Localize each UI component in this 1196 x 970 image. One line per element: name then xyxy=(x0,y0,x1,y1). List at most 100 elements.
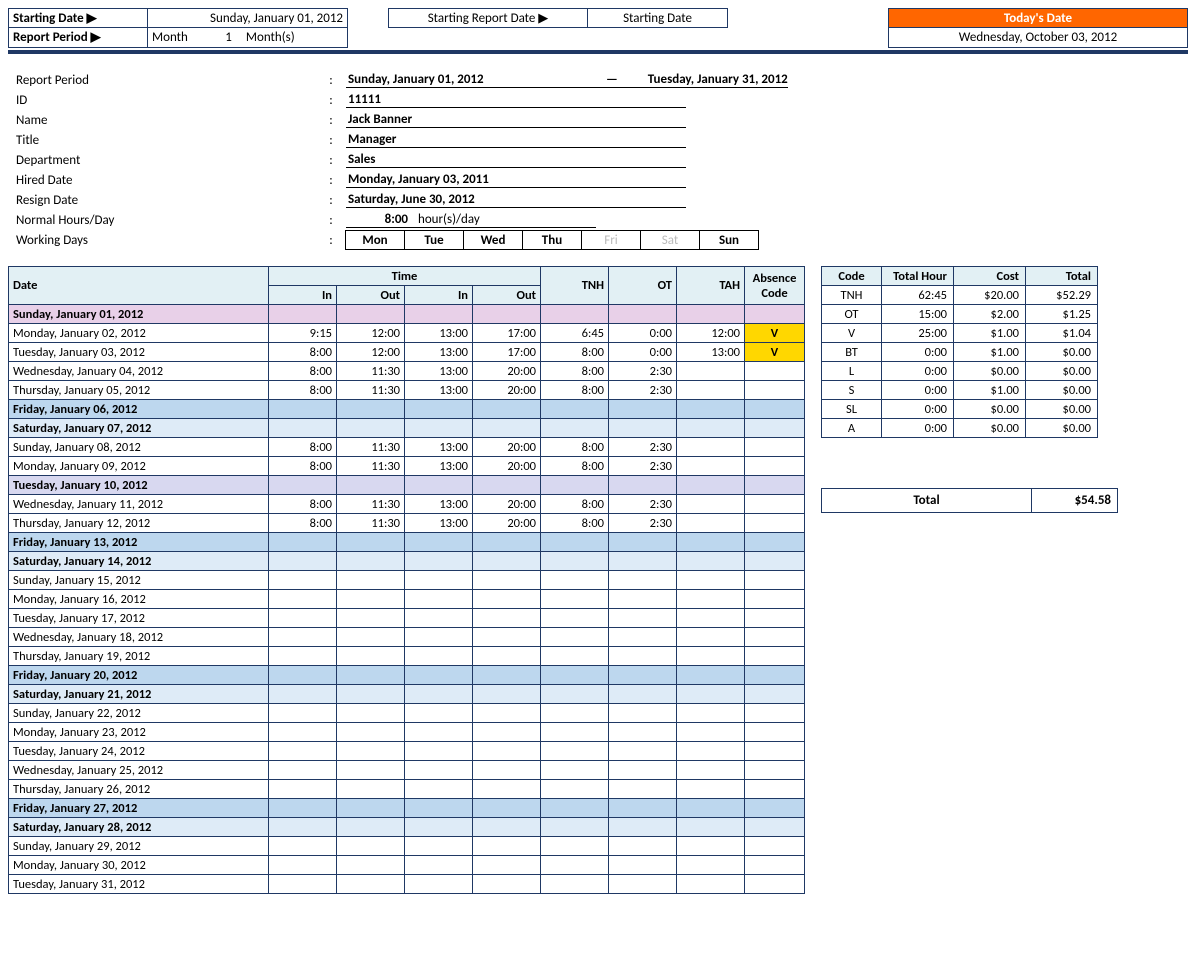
timesheet-row[interactable]: Tuesday, January 03, 20128:0012:0013:001… xyxy=(9,343,805,362)
weekday-sun[interactable]: Sun xyxy=(699,230,759,250)
th-abs: Absence Code xyxy=(745,267,805,305)
title-val[interactable]: Manager xyxy=(346,132,686,148)
timesheet-row[interactable]: Friday, January 27, 2012 xyxy=(9,799,805,818)
hired-val[interactable]: Monday, January 03, 2011 xyxy=(346,172,686,188)
starting-report-date-label: Starting Report Date ▶ xyxy=(388,8,588,28)
timesheet-row[interactable]: Sunday, January 22, 2012 xyxy=(9,704,805,723)
report-period-label: Report Period ▶ xyxy=(8,28,148,48)
name-val[interactable]: Jack Banner xyxy=(346,112,686,128)
timesheet-row[interactable]: Thursday, January 26, 2012 xyxy=(9,780,805,799)
id-val[interactable]: 11111 xyxy=(346,92,686,108)
summary-row: TNH62:45$20.00$52.29 xyxy=(822,286,1098,305)
normal-hours-val[interactable]: 8:00 hour(s)/day xyxy=(346,212,596,228)
grand-label: Total xyxy=(822,489,1032,513)
employee-info: Report Period : Sunday, January 01, 2012… xyxy=(16,70,1188,250)
th-total: Total xyxy=(1026,267,1098,286)
th-out2: Out xyxy=(473,286,541,305)
summary-row: L0:00$0.00$0.00 xyxy=(822,362,1098,381)
timesheet-row[interactable]: Saturday, January 07, 2012 xyxy=(9,419,805,438)
timesheet-row[interactable]: Monday, January 02, 20129:1512:0013:0017… xyxy=(9,324,805,343)
timesheet-row[interactable]: Thursday, January 12, 20128:0011:3013:00… xyxy=(9,514,805,533)
summary-row: V25:00$1.00$1.04 xyxy=(822,324,1098,343)
divider xyxy=(8,50,1188,54)
timesheet-table: Date Time TNH OT TAH Absence Code In Out… xyxy=(8,266,805,894)
th-in2: In xyxy=(405,286,473,305)
timesheet-row[interactable]: Monday, January 16, 2012 xyxy=(9,590,805,609)
weekday-mon[interactable]: Mon xyxy=(345,230,405,250)
report-start: Sunday, January 01, 2012 xyxy=(346,72,596,88)
th-tnh: TNH xyxy=(541,267,609,305)
weekday-fri[interactable]: Fri xyxy=(581,230,641,250)
timesheet-row[interactable]: Wednesday, January 25, 2012 xyxy=(9,761,805,780)
working-days: MonTueWedThuFriSatSun xyxy=(346,230,759,250)
dept-lbl: Department xyxy=(16,153,316,168)
summary-panel: Code Total Hour Cost Total TNH62:45$20.0… xyxy=(821,266,1118,513)
timesheet-row[interactable]: Tuesday, January 24, 2012 xyxy=(9,742,805,761)
th-date: Date xyxy=(9,267,269,305)
timesheet-row[interactable]: Tuesday, January 17, 2012 xyxy=(9,609,805,628)
timesheet-row[interactable]: Wednesday, January 04, 20128:0011:3013:0… xyxy=(9,362,805,381)
starting-date-label: Starting Date ▶ xyxy=(8,8,148,28)
rp-unit: Month xyxy=(152,30,188,45)
header-bar: Starting Date ▶ Sunday, January 01, 2012… xyxy=(8,8,1188,48)
weekday-tue[interactable]: Tue xyxy=(404,230,464,250)
timesheet-row[interactable]: Monday, January 23, 2012 xyxy=(9,723,805,742)
th-out1: Out xyxy=(337,286,405,305)
summary-row: BT0:00$1.00$0.00 xyxy=(822,343,1098,362)
timesheet-row[interactable]: Thursday, January 05, 20128:0011:3013:00… xyxy=(9,381,805,400)
name-lbl: Name xyxy=(16,113,316,128)
summary-row: A0:00$0.00$0.00 xyxy=(822,419,1098,438)
timesheet-row[interactable]: Sunday, January 15, 2012 xyxy=(9,571,805,590)
rp-number: 1 xyxy=(202,30,232,45)
report-end: Tuesday, January 31, 2012 xyxy=(628,72,788,88)
weekday-sat[interactable]: Sat xyxy=(640,230,700,250)
timesheet-row[interactable]: Wednesday, January 18, 2012 xyxy=(9,628,805,647)
th-hour: Total Hour xyxy=(882,267,954,286)
starting-date-value[interactable]: Sunday, January 01, 2012 xyxy=(148,8,348,28)
timesheet-row[interactable]: Thursday, January 19, 2012 xyxy=(9,647,805,666)
summary-row: SL0:00$0.00$0.00 xyxy=(822,400,1098,419)
summary-table: Code Total Hour Cost Total TNH62:45$20.0… xyxy=(821,266,1098,438)
report-period-value[interactable]: Month 1 Month(s) xyxy=(148,28,348,48)
timesheet-row[interactable]: Sunday, January 29, 2012 xyxy=(9,837,805,856)
rp-unit2: Month(s) xyxy=(246,30,295,45)
th-tah: TAH xyxy=(677,267,745,305)
timesheet-row[interactable]: Friday, January 06, 2012 xyxy=(9,400,805,419)
timesheet-row[interactable]: Monday, January 09, 20128:0011:3013:0020… xyxy=(9,457,805,476)
timesheet-row[interactable]: Sunday, January 08, 20128:0011:3013:0020… xyxy=(9,438,805,457)
weekday-wed[interactable]: Wed xyxy=(463,230,523,250)
th-code: Code xyxy=(822,267,882,286)
th-cost: Cost xyxy=(954,267,1026,286)
timesheet-row[interactable]: Saturday, January 14, 2012 xyxy=(9,552,805,571)
today-label: Today's Date xyxy=(888,8,1188,28)
timesheet-row[interactable]: Friday, January 13, 2012 xyxy=(9,533,805,552)
timesheet-row[interactable]: Wednesday, January 11, 20128:0011:3013:0… xyxy=(9,495,805,514)
dept-val[interactable]: Sales xyxy=(346,152,686,168)
th-ot: OT xyxy=(609,267,677,305)
timesheet-row[interactable]: Tuesday, January 31, 2012 xyxy=(9,875,805,894)
summary-row: OT15:00$2.00$1.25 xyxy=(822,305,1098,324)
timesheet-row[interactable]: Tuesday, January 10, 2012 xyxy=(9,476,805,495)
grand-value: $54.58 xyxy=(1032,489,1118,513)
working-days-lbl: Working Days xyxy=(16,233,316,248)
weekday-thu[interactable]: Thu xyxy=(522,230,582,250)
grand-total: Total $54.58 xyxy=(821,488,1118,513)
summary-row: S0:00$1.00$0.00 xyxy=(822,381,1098,400)
timesheet-row[interactable]: Friday, January 20, 2012 xyxy=(9,666,805,685)
timesheet-row[interactable]: Saturday, January 28, 2012 xyxy=(9,818,805,837)
today-value: Wednesday, October 03, 2012 xyxy=(888,28,1188,48)
timesheet-row[interactable]: Saturday, January 21, 2012 xyxy=(9,685,805,704)
id-lbl: ID xyxy=(16,93,316,108)
th-time: Time xyxy=(269,267,541,286)
title-lbl: Title xyxy=(16,133,316,148)
timesheet-row[interactable]: Sunday, January 01, 2012 xyxy=(9,305,805,324)
dash-icon: — xyxy=(596,72,628,88)
th-in1: In xyxy=(269,286,337,305)
starting-report-date-value[interactable]: Starting Date xyxy=(588,8,728,28)
resign-val[interactable]: Saturday, June 30, 2012 xyxy=(346,192,686,208)
report-period-lbl: Report Period xyxy=(16,73,316,88)
normal-hours-lbl: Normal Hours/Day xyxy=(16,213,316,228)
timesheet-row[interactable]: Monday, January 30, 2012 xyxy=(9,856,805,875)
resign-lbl: Resign Date xyxy=(16,193,316,208)
hired-lbl: Hired Date xyxy=(16,173,316,188)
